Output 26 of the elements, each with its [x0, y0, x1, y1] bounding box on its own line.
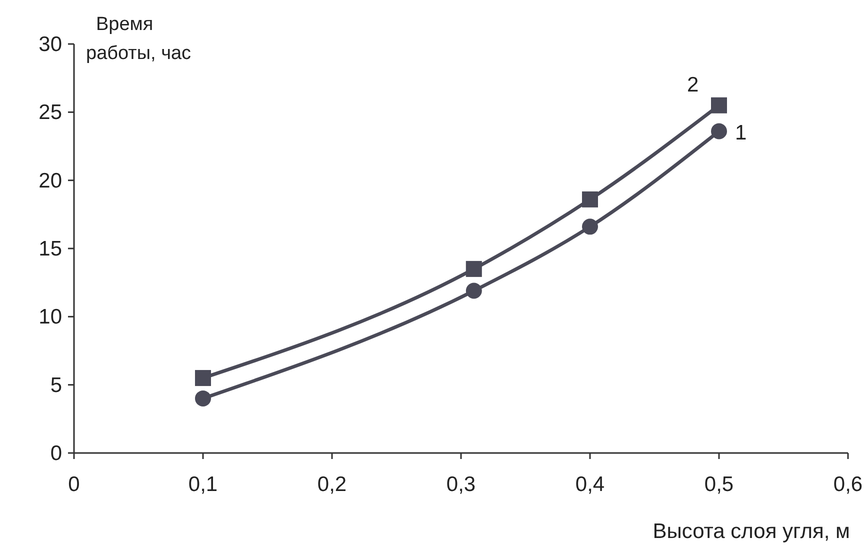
x-tick-label: 0,4 — [575, 473, 605, 496]
x-tick-label: 0,1 — [188, 473, 218, 496]
x-tick-label: 0,2 — [317, 473, 347, 496]
y-axis-title: Время работы, час — [86, 14, 192, 64]
point — [582, 218, 598, 235]
x-axis-title: Высота слоя угля, м — [652, 520, 850, 543]
y-tick-label: 25 — [38, 101, 62, 124]
x-tick-label: 0 — [68, 473, 80, 496]
point — [711, 97, 727, 114]
point — [582, 191, 598, 208]
x-tick-label: 0,5 — [704, 473, 734, 496]
y-tick-label: 10 — [38, 306, 62, 329]
series-label: 1 — [735, 121, 747, 144]
point — [195, 370, 211, 386]
point — [466, 260, 482, 277]
y-tick-label: 20 — [38, 169, 62, 192]
point — [466, 282, 482, 299]
y-tick-label: 0 — [50, 442, 62, 465]
y-tick-label: 30 — [38, 33, 62, 56]
x-tick-label: 0,3 — [446, 473, 476, 496]
x-tick-label: 0,6 — [833, 473, 863, 496]
point — [195, 390, 211, 406]
y-tick-label: 15 — [38, 238, 62, 260]
series-label: 2 — [687, 73, 699, 96]
point — [711, 123, 727, 140]
y-tick-label: 5 — [50, 374, 62, 397]
